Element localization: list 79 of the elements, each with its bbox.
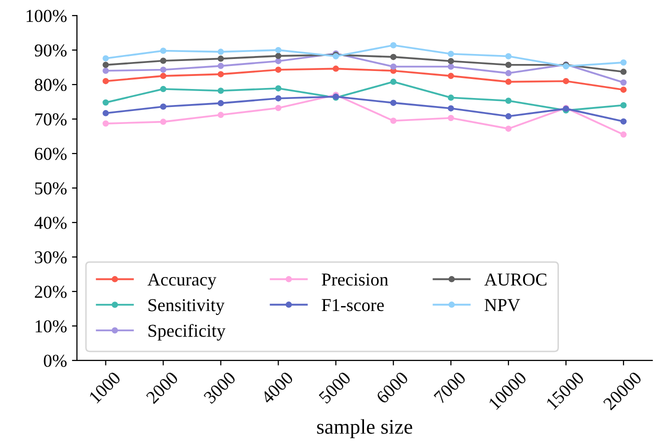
y-tick-label: 60% xyxy=(34,148,67,160)
point xyxy=(275,95,282,102)
point xyxy=(390,54,396,60)
point xyxy=(218,62,224,70)
point xyxy=(562,78,570,84)
point xyxy=(160,66,166,73)
point xyxy=(218,48,224,55)
y-tick-label: 80% xyxy=(34,78,67,92)
point xyxy=(102,110,109,116)
point xyxy=(448,58,454,64)
point xyxy=(390,63,396,70)
point xyxy=(160,86,166,92)
y-tick-label: 40% xyxy=(34,216,67,229)
point xyxy=(620,118,627,125)
point xyxy=(275,58,282,64)
legend-label: NPV xyxy=(484,299,520,312)
x-tick-label: 4000 xyxy=(260,371,294,404)
point xyxy=(505,70,512,76)
legend-label: Accuracy xyxy=(148,274,216,290)
legend-label: Precision xyxy=(322,274,388,286)
point xyxy=(390,42,396,48)
point xyxy=(620,131,627,138)
point xyxy=(505,113,512,120)
point xyxy=(390,100,396,106)
point xyxy=(218,100,224,106)
point xyxy=(390,118,396,124)
point xyxy=(390,78,396,85)
point xyxy=(218,88,224,94)
point xyxy=(218,112,224,118)
y-tick-label: 10% xyxy=(36,320,67,332)
y-tick-label: 70% xyxy=(35,113,67,126)
point xyxy=(160,118,166,125)
point xyxy=(448,63,454,70)
point xyxy=(448,114,454,122)
point xyxy=(620,79,627,86)
point xyxy=(218,56,224,62)
y-tick-label: 100% xyxy=(26,10,67,22)
point xyxy=(332,66,339,72)
point xyxy=(505,62,512,68)
point xyxy=(620,68,627,75)
point xyxy=(102,120,109,127)
point xyxy=(620,86,627,93)
point xyxy=(448,50,454,57)
legend-label: F1-score xyxy=(322,299,384,312)
legend-label: AUROC xyxy=(484,274,546,286)
y-tick-label: 30% xyxy=(34,251,67,264)
point xyxy=(160,103,166,110)
point xyxy=(102,62,109,68)
point xyxy=(620,59,627,66)
point xyxy=(275,66,282,73)
point xyxy=(102,99,109,106)
y-tick-label: 20% xyxy=(34,286,67,298)
x-axis-title: sample size xyxy=(317,419,412,438)
x-tick-label: 6000 xyxy=(376,371,409,404)
point xyxy=(448,94,454,101)
point xyxy=(275,104,282,112)
point xyxy=(448,105,454,112)
point xyxy=(505,126,512,132)
point xyxy=(275,85,282,92)
point xyxy=(275,52,282,60)
point xyxy=(505,78,512,85)
point xyxy=(102,78,109,84)
point xyxy=(218,71,224,78)
y-tick-label: 90% xyxy=(34,44,67,57)
point xyxy=(160,48,166,54)
point xyxy=(102,55,109,62)
y-tick-label: 50% xyxy=(35,182,67,195)
legend-label: Sensitivity xyxy=(148,299,225,315)
point xyxy=(102,68,109,74)
point xyxy=(448,72,454,80)
y-tick-label: 0% xyxy=(44,354,67,367)
point xyxy=(275,46,282,54)
point xyxy=(620,102,627,108)
point xyxy=(505,53,512,60)
point xyxy=(160,72,166,80)
point xyxy=(505,98,512,104)
point xyxy=(160,58,166,64)
x-tick-label: 7000 xyxy=(434,371,466,404)
legend-label: Specificity xyxy=(148,324,226,341)
